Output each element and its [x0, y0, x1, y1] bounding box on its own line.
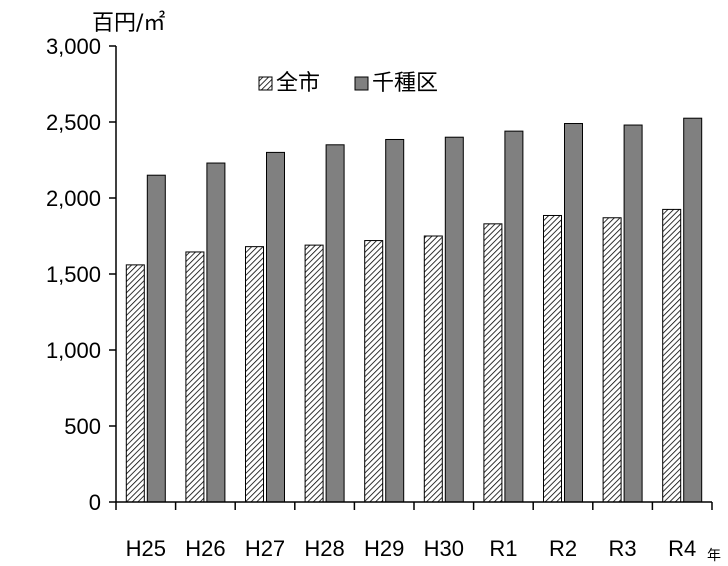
bar-chikusa [504, 130, 524, 503]
bar-chikusa [146, 174, 166, 503]
y-tick-label: 1,000 [46, 338, 101, 363]
x-tick-label: H27 [245, 536, 285, 561]
legend-label-chikusa: 千種区 [372, 71, 438, 96]
bar-chikusa [206, 162, 226, 503]
y-tick-label: 500 [64, 414, 101, 439]
bar-zenshi [304, 244, 324, 503]
bar-zenshi [483, 223, 503, 503]
bars [125, 117, 703, 503]
x-tick-label: R4 [668, 536, 696, 561]
bar-chikusa [623, 124, 643, 503]
legend: 全市 千種区 [258, 71, 438, 96]
x-axis-unit-label: 年 [707, 548, 721, 564]
x-tick-label: R2 [549, 536, 577, 561]
x-tick-label: H25 [126, 536, 166, 561]
y-tick-label: 2,500 [46, 110, 101, 135]
bar-chikusa [325, 144, 345, 503]
y-tick-label: 1,500 [46, 262, 101, 287]
x-tick-label: H26 [185, 536, 225, 561]
bar-zenshi [543, 214, 562, 503]
x-tick-label: R1 [489, 536, 517, 561]
y-tick-label: 0 [89, 490, 101, 515]
legend-label-zenshi: 全市 [276, 71, 320, 96]
x-tick-label: H30 [424, 536, 464, 561]
bar-zenshi [423, 235, 443, 503]
bar-chikusa [444, 136, 464, 503]
x-tick-label: R3 [609, 536, 637, 561]
bar-zenshi [245, 246, 264, 503]
legend-swatch-zenshi [258, 76, 273, 91]
bar-chikusa [683, 117, 703, 503]
y-axis-unit-label: 百円/㎡ [92, 10, 165, 36]
y-tick-label: 2,000 [46, 186, 101, 211]
x-axis: H25 H26 H27 H28 H29 H30 R1 R2 R3 R4 [115, 501, 713, 561]
bar-chikusa [385, 138, 405, 503]
bar-zenshi [364, 240, 384, 503]
bar-zenshi [602, 217, 622, 503]
bar-zenshi [185, 251, 205, 503]
y-axis: 0 500 1,000 1,500 2,000 2,500 3,000 [46, 34, 117, 515]
legend-swatch-chikusa [354, 76, 369, 91]
x-tick-label: H29 [364, 536, 404, 561]
bar-zenshi [125, 264, 145, 503]
bar-chikusa [564, 123, 583, 503]
bar-zenshi [662, 208, 682, 503]
bar-chikusa [266, 151, 285, 503]
x-tick-label: H28 [304, 536, 344, 561]
y-tick-label: 3,000 [46, 34, 101, 59]
